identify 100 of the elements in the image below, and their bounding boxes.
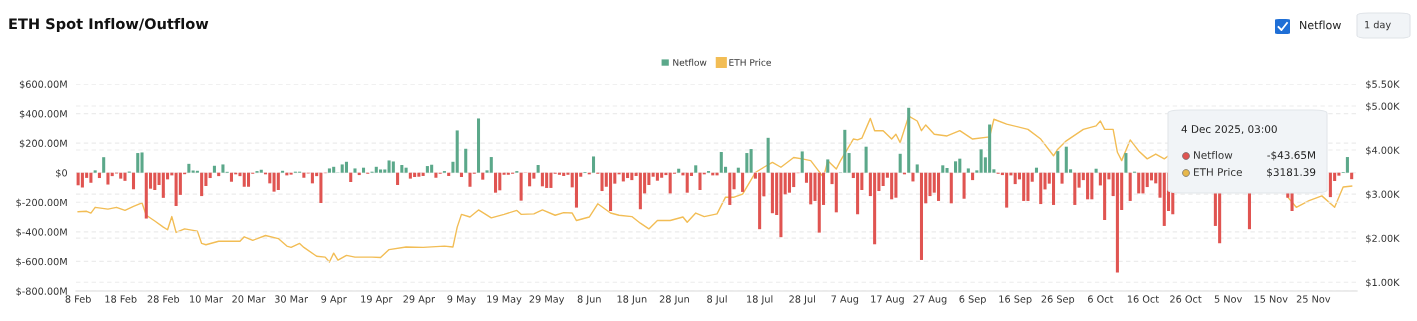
y2-tick-label: $4.00K	[1366, 146, 1400, 156]
bar	[1094, 168, 1098, 173]
bar	[217, 172, 221, 177]
text: Netflow	[1300, 20, 1341, 30]
bar	[379, 169, 383, 173]
x-tick-label: 8 Jun	[577, 295, 601, 305]
x-tick-label: 30 Mar	[274, 295, 308, 303]
legend-label: Netflow	[673, 58, 707, 66]
bar	[626, 172, 630, 179]
bar	[421, 172, 425, 176]
bar	[864, 146, 868, 173]
bar	[894, 172, 898, 198]
y-tick-label: $200.00M	[19, 139, 67, 149]
x-tick-label: 28 Feb	[147, 295, 180, 303]
y2-tick-label: $1.00K	[1366, 278, 1400, 288]
bar	[434, 172, 438, 178]
bar	[817, 172, 821, 233]
bar	[677, 168, 681, 173]
bar	[93, 170, 97, 173]
bar	[400, 165, 404, 173]
bar	[1350, 172, 1354, 180]
bar	[728, 172, 732, 205]
bar	[327, 168, 331, 173]
bar	[1090, 172, 1094, 200]
bar	[1026, 172, 1030, 201]
bar	[545, 172, 549, 188]
bar	[749, 149, 753, 173]
annotation: Netflow	[1194, 150, 1233, 160]
bar	[468, 172, 472, 187]
bar	[719, 152, 723, 173]
bar	[562, 172, 566, 176]
bar	[826, 159, 830, 173]
legend-label: ETH Price	[729, 58, 771, 66]
x-tick-label: 27 Aug	[913, 295, 947, 305]
bar	[1030, 172, 1034, 182]
bar	[834, 172, 838, 213]
bar	[276, 172, 280, 191]
annotation: ETH Price	[1194, 167, 1242, 177]
bar	[106, 172, 110, 185]
bar	[856, 172, 860, 215]
bar	[229, 172, 233, 182]
bar	[1034, 167, 1039, 173]
y2-tick-label: $5.00K	[1366, 102, 1400, 112]
bar	[481, 172, 485, 180]
x-tick-label: 9 May	[447, 295, 476, 305]
bar	[459, 172, 463, 177]
y-tick-label: $-600.00M	[16, 257, 67, 267]
bar	[455, 130, 459, 173]
bar	[187, 163, 191, 173]
x-tick-label: 18 Jul	[747, 295, 773, 305]
x-tick-label: 6 Sep	[959, 295, 986, 305]
bar	[76, 172, 80, 186]
bar	[715, 172, 719, 176]
bar	[958, 158, 962, 173]
x-tick-label: 19 Apr	[361, 295, 393, 305]
bar	[936, 172, 941, 201]
bar	[907, 107, 911, 173]
x-tick-label: 20 Mar	[232, 295, 266, 303]
y-tick-label: $0	[56, 169, 68, 178]
bar	[191, 170, 195, 173]
bar	[161, 172, 165, 198]
x-tick-label: 10 Mar	[190, 295, 223, 303]
bar	[494, 172, 498, 193]
bar	[685, 172, 689, 193]
bar	[660, 172, 664, 178]
bar	[97, 172, 101, 179]
bar	[566, 172, 570, 175]
bar	[591, 156, 596, 173]
y2-tick-label: $5.50K	[1366, 80, 1400, 90]
bar	[668, 172, 672, 194]
bar	[1060, 172, 1064, 184]
x-tick-label: 28 Jun	[659, 295, 689, 305]
bar	[1328, 172, 1332, 198]
bar	[383, 169, 387, 173]
bar	[464, 148, 468, 173]
chart-title: ETH Spot Inflow/Outflow	[9, 17, 209, 33]
bar	[915, 164, 919, 173]
bar	[971, 172, 975, 181]
y-tick-label: $-400.00M	[16, 228, 67, 237]
bar	[1056, 151, 1060, 173]
bar	[221, 164, 225, 173]
bar	[1141, 172, 1145, 194]
bar	[131, 172, 136, 190]
bar	[698, 172, 702, 191]
bar	[344, 161, 348, 173]
x-tick-label: 7 Aug	[831, 295, 859, 305]
bar	[787, 172, 791, 193]
bar	[962, 172, 966, 199]
x-tick-label: 26 Oct	[1170, 295, 1202, 303]
bar	[391, 161, 395, 173]
annotation: 4 Dec 2025, 03:00	[1181, 125, 1277, 135]
bar	[476, 118, 481, 173]
bar	[246, 172, 251, 187]
bar	[600, 172, 604, 192]
bar	[242, 172, 246, 187]
x-tick-label: 29 May	[529, 295, 565, 305]
bar	[949, 172, 953, 204]
x-tick-label: 6 Oct	[1088, 295, 1114, 303]
bar	[89, 172, 93, 183]
bar	[374, 166, 378, 173]
